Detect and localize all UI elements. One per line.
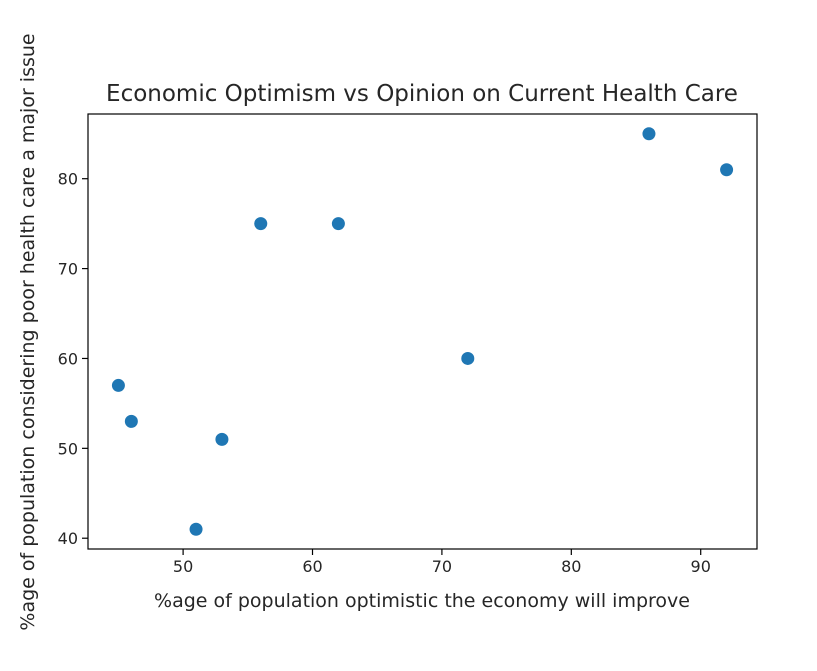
x-axis-label: %age of population optimistic the econom… <box>154 590 690 612</box>
x-tick-label: 70 <box>432 557 452 576</box>
scatter-point <box>254 217 268 231</box>
scatter-point <box>642 127 656 141</box>
axes: 50 60 70 80 90 40 50 60 70 80 <box>58 170 711 576</box>
x-tick-label: 90 <box>691 557 711 576</box>
y-axis-label: %age of population considering poor heal… <box>17 33 39 630</box>
y-tick-label: 50 <box>58 439 78 458</box>
y-tick-label: 70 <box>58 260 78 279</box>
scatter-point <box>111 378 125 392</box>
scatter-point <box>331 217 345 231</box>
y-tick-label: 60 <box>58 349 78 368</box>
chart-title: Economic Optimism vs Opinion on Current … <box>106 81 738 107</box>
y-tick-label: 40 <box>58 529 78 548</box>
x-tick-label: 80 <box>561 557 581 576</box>
scatter-point <box>124 414 138 428</box>
y-tick-label: 80 <box>58 170 78 189</box>
plot-frame <box>87 113 758 550</box>
scatter-point <box>720 163 734 177</box>
data-points <box>111 127 734 536</box>
scatter-point <box>189 522 203 536</box>
scatter-point <box>215 432 229 446</box>
x-tick-label: 60 <box>302 557 322 576</box>
x-tick-label: 50 <box>173 557 193 576</box>
scatter-point <box>461 351 475 365</box>
